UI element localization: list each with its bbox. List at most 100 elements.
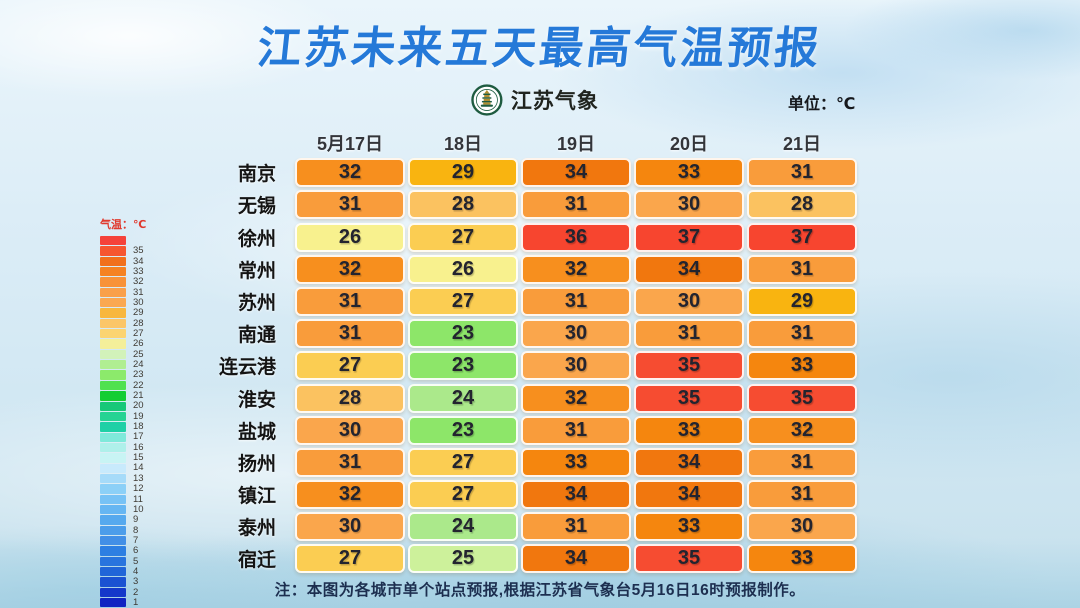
legend-color-swatch xyxy=(100,422,126,432)
temp-cell: 27 xyxy=(295,351,405,381)
legend-temp-label: 30 xyxy=(133,296,144,308)
temp-cell: 34 xyxy=(521,480,631,510)
legend-entry: 24 xyxy=(100,360,170,370)
legend-temp-label: 6 xyxy=(133,545,139,557)
legend-entry: 31 xyxy=(100,286,170,298)
temp-cell: 31 xyxy=(521,415,631,445)
temp-cell: 32 xyxy=(295,480,405,510)
legend-temp-label: 29 xyxy=(133,307,144,319)
legend-temp-label: 28 xyxy=(133,317,144,329)
temp-cell: 32 xyxy=(295,254,405,284)
legend-entry xyxy=(100,236,170,246)
temp-cell: 30 xyxy=(295,415,405,445)
legend-color-swatch xyxy=(100,484,126,494)
temp-cell: 34 xyxy=(521,158,631,188)
legend-color-swatch xyxy=(100,473,126,484)
legend-color-swatch xyxy=(100,504,126,515)
temp-cell: 33 xyxy=(747,544,857,574)
legend-color-swatch xyxy=(100,308,126,318)
temp-cell: 27 xyxy=(408,480,518,510)
temp-cell: 27 xyxy=(295,544,405,574)
legend-temp-label: 34 xyxy=(133,255,144,267)
temp-cell: 28 xyxy=(295,383,405,413)
temp-cell: 29 xyxy=(408,158,518,188)
legend-entries: 35 34 33 32 31 30 29 28 27 26 25 24 23 22 21 20 19 18 17 16… xyxy=(100,236,170,608)
legend-temp-label: 27 xyxy=(133,328,144,340)
legend-temp-label: 15 xyxy=(133,452,144,464)
legend-entry: 1 xyxy=(100,596,170,608)
temp-cell: 36 xyxy=(521,222,631,252)
temp-cell: 31 xyxy=(747,158,857,188)
meteorology-badge-icon xyxy=(471,84,503,116)
temp-cell: 31 xyxy=(634,319,744,349)
temp-cell: 34 xyxy=(634,480,744,510)
legend-title: 气温：℃ xyxy=(100,219,147,231)
legend-temp-label: 9 xyxy=(133,514,139,526)
temperature-color-legend: 气温：℃ 35 34 33 32 31 30 29 28 27 26 25 24 23 22 21 20 19 1… xyxy=(100,216,170,608)
legend-temp-label: 19 xyxy=(133,410,144,422)
legend-color-swatch xyxy=(100,577,126,587)
legend-temp-label: 22 xyxy=(133,379,144,391)
temp-cell: 31 xyxy=(521,512,631,542)
legend-temp-label: 8 xyxy=(133,524,139,536)
temp-cell: 31 xyxy=(747,319,857,349)
legend-entry: 14 xyxy=(100,463,170,473)
legend-temp-label: 31 xyxy=(133,286,144,298)
legend-color-swatch xyxy=(100,380,126,391)
temp-cell: 27 xyxy=(408,286,518,316)
page-title: 江苏未来五天最高气温预报 xyxy=(254,24,825,73)
legend-color-swatch xyxy=(100,277,126,287)
forecast-table: 5月17日 18日 19日 20日 21日 南京 32 29 34 33 31 无锡 31 28 31 30 2… xyxy=(166,131,857,574)
temp-cell: 27 xyxy=(408,222,518,252)
temp-cell: 32 xyxy=(747,415,857,445)
legend-entry: 10 xyxy=(100,503,170,515)
header-spacer xyxy=(166,131,292,155)
legend-entry: 7 xyxy=(100,534,170,546)
temp-cell: 33 xyxy=(747,351,857,381)
legend-color-swatch xyxy=(100,442,126,453)
legend-temp-label: 17 xyxy=(133,431,144,443)
footnote: 注：本图为各城市单个站点预报,根据江苏省气象台5月16日16时预报制作。 xyxy=(274,582,806,599)
temp-cell: 25 xyxy=(408,544,518,574)
temp-cell: 31 xyxy=(747,447,857,477)
temp-cell: 33 xyxy=(634,512,744,542)
legend-color-swatch xyxy=(100,329,126,339)
temp-cell: 26 xyxy=(408,254,518,284)
date-header: 21日 xyxy=(782,134,822,154)
legend-entry: 28 xyxy=(100,317,170,329)
temp-cell: 31 xyxy=(295,190,405,220)
legend-temp-label: 33 xyxy=(133,265,144,277)
legend-temp-label: 3 xyxy=(133,576,139,588)
date-header: 5月17日 xyxy=(316,134,384,154)
city-label: 无锡 xyxy=(237,196,276,218)
legend-temp-label: 32 xyxy=(133,276,144,288)
city-label: 扬州 xyxy=(237,453,276,475)
temp-cell: 31 xyxy=(521,286,631,316)
legend-entry: 8 xyxy=(100,526,170,535)
legend-entry: 11 xyxy=(100,495,170,504)
temp-cell: 24 xyxy=(408,512,518,542)
legend-color-swatch xyxy=(100,267,126,277)
legend-temp-label: 4 xyxy=(133,565,139,577)
city-label: 镇江 xyxy=(237,486,276,508)
city-label: 连云港 xyxy=(218,357,276,379)
temp-cell: 31 xyxy=(521,190,631,220)
city-label: 南通 xyxy=(237,325,276,347)
legend-entry: 6 xyxy=(100,545,170,557)
legend-entry: 13 xyxy=(100,473,170,484)
temp-cell: 33 xyxy=(521,447,631,477)
city-label: 淮安 xyxy=(237,389,276,411)
temp-cell: 29 xyxy=(747,286,857,316)
legend-temp-label: 12 xyxy=(133,483,144,495)
temp-cell: 27 xyxy=(408,447,518,477)
legend-temp-label: 10 xyxy=(133,503,144,515)
temp-cell: 35 xyxy=(634,544,744,574)
legend-entry: 4 xyxy=(100,565,170,577)
temp-cell: 31 xyxy=(295,447,405,477)
legend-entry: 23 xyxy=(100,370,170,380)
legend-color-swatch xyxy=(100,598,126,608)
legend-temp-label: 7 xyxy=(133,534,139,546)
city-label: 宿迁 xyxy=(237,550,276,572)
legend-temp-label: 1 xyxy=(133,596,139,608)
